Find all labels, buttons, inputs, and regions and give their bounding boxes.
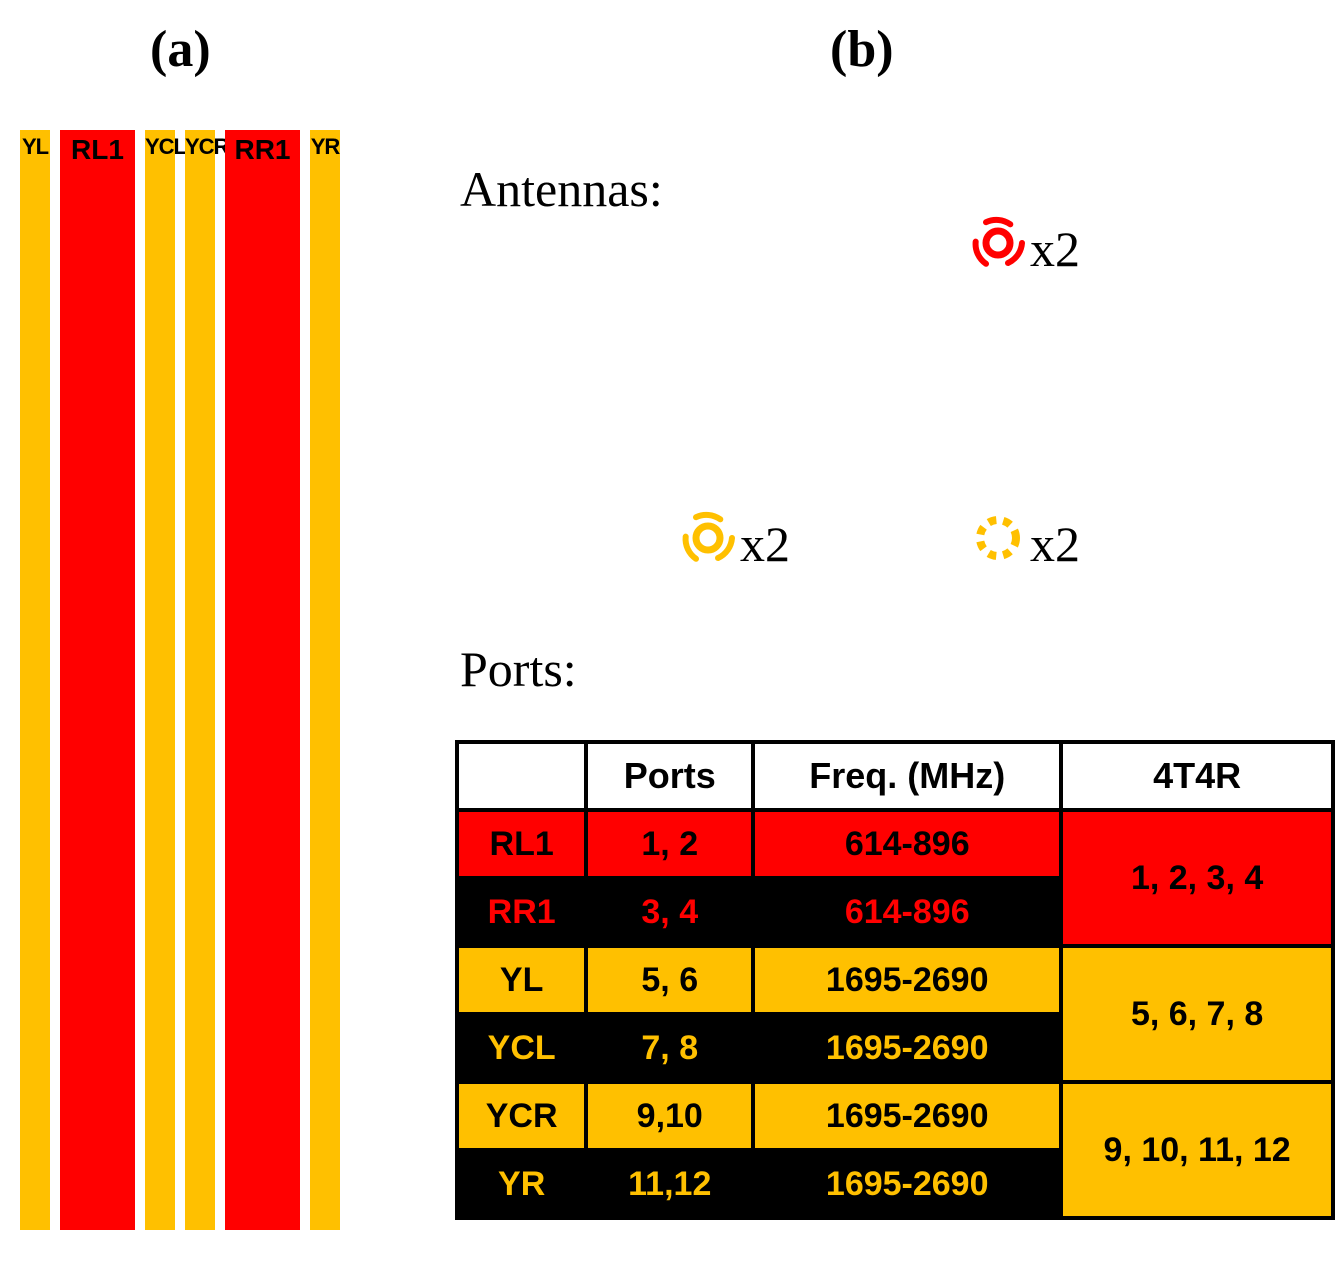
table-cell: 1695-2690 xyxy=(753,1150,1061,1218)
table-header xyxy=(457,742,586,810)
stripe-label: RR1 xyxy=(225,134,300,166)
table-cell: 7, 8 xyxy=(586,1014,753,1082)
table-header: Freq. (MHz) xyxy=(753,742,1061,810)
table-cell: 3, 4 xyxy=(586,878,753,946)
antenna-stripe-ycr: YCR xyxy=(185,130,215,1230)
table-cell: 11,12 xyxy=(586,1150,753,1218)
table-header: Ports xyxy=(586,742,753,810)
antenna-icon-caption: x2 xyxy=(1030,220,1080,278)
table-cell: RR1 xyxy=(457,878,586,946)
antenna-stripe-yl: YL xyxy=(20,130,50,1230)
antenna-icon-caption: x2 xyxy=(740,515,790,573)
antenna-stripe-rl1: RL1 xyxy=(60,130,135,1230)
stripe-label: YR xyxy=(310,134,340,160)
table-cell: 1695-2690 xyxy=(753,1082,1061,1150)
table-cell: RL1 xyxy=(457,810,586,878)
stripe-label: YL xyxy=(20,134,50,160)
table-cell: 614-896 xyxy=(753,810,1061,878)
antenna-icon xyxy=(970,215,1026,271)
table-cell: YL xyxy=(457,946,586,1014)
table-row: YL5, 61695-26905, 6, 7, 8 xyxy=(457,946,1333,1014)
table-row: YCR9,101695-26909, 10, 11, 12 xyxy=(457,1082,1333,1150)
table-cell: 614-896 xyxy=(753,878,1061,946)
table-cell: YCR xyxy=(457,1082,586,1150)
table-cell: 1695-2690 xyxy=(753,1014,1061,1082)
table-cell-4t4r: 9, 10, 11, 12 xyxy=(1061,1082,1333,1218)
ports-heading: Ports: xyxy=(460,640,577,698)
antennas-heading: Antennas: xyxy=(460,160,663,218)
figure-canvas: (a) (b) YLRL1YCLYCRRR1YR Antennas: Ports… xyxy=(0,0,1335,1285)
table-cell: 9,10 xyxy=(586,1082,753,1150)
antenna-stripe-ycl: YCL xyxy=(145,130,175,1230)
table-row: RL11, 2614-8961, 2, 3, 4 xyxy=(457,810,1333,878)
antenna-array: YL RL1 YCL YCR RR1 YR xyxy=(20,130,360,1230)
table-cell: YR xyxy=(457,1150,586,1218)
panel-label-a: (a) xyxy=(150,20,211,79)
antenna-icon-caption: x2 xyxy=(1030,515,1080,573)
antenna-stripe-rr1: RR1 xyxy=(225,130,300,1230)
table-cell: 5, 6 xyxy=(586,946,753,1014)
stripe-label: RL1 xyxy=(60,134,135,166)
table-cell: 1695-2690 xyxy=(753,946,1061,1014)
antenna-icon xyxy=(970,510,1026,566)
table-cell-4t4r: 1, 2, 3, 4 xyxy=(1061,810,1333,946)
table-header: 4T4R xyxy=(1061,742,1333,810)
antenna-stripe-yr: YR xyxy=(310,130,340,1230)
frequency-table: PortsFreq. (MHz)4T4RRL11, 2614-8961, 2, … xyxy=(455,740,1335,1220)
panel-label-b: (b) xyxy=(830,20,894,79)
table-cell: 1, 2 xyxy=(586,810,753,878)
table-cell-4t4r: 5, 6, 7, 8 xyxy=(1061,946,1333,1082)
stripe-label: YCL xyxy=(145,134,175,160)
antenna-icon xyxy=(680,510,736,566)
table-cell: YCL xyxy=(457,1014,586,1082)
stripe-label: YCR xyxy=(185,134,215,160)
